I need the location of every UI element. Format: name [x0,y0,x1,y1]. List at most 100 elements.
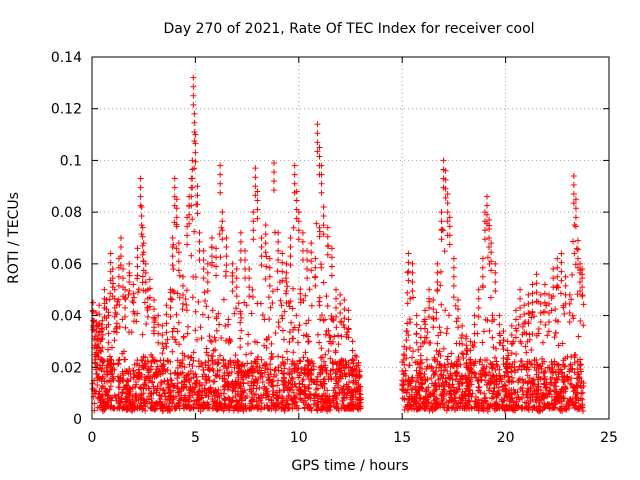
peak-point [252,174,259,181]
data-point [138,357,145,364]
peak-point [446,241,453,248]
data-point [111,366,118,373]
peak-point [111,286,118,293]
data-point [437,282,444,289]
peak-point [146,294,153,301]
peak-point [455,315,462,322]
peak-point [262,240,269,247]
data-point [342,365,349,372]
data-point [103,364,110,371]
peak-point [130,281,137,288]
data-point [297,358,304,365]
data-point [153,405,160,412]
data-point [300,354,307,361]
data-point [250,363,257,370]
peak-point [159,331,166,338]
data-point [237,319,244,326]
axis-ticks [91,56,610,420]
peak-point [572,205,579,212]
data-point [428,375,435,382]
peak-point [146,285,153,292]
data-point [566,397,573,404]
data-point [285,300,292,307]
peak-point [175,249,182,256]
data-point [241,370,248,377]
data-point [188,375,195,382]
peak-point [130,290,137,297]
data-point [421,371,428,378]
peak-point [191,119,198,126]
peak-point [99,344,106,351]
peak-point [287,244,294,251]
data-point [189,216,196,223]
data-point [145,369,152,376]
data-point [555,362,562,369]
data-point [533,332,540,339]
peak-point [486,235,493,241]
data-point [216,321,223,328]
data-point [571,250,578,257]
data-point [488,394,495,401]
data-point [294,369,301,376]
data-point [403,390,410,397]
peak-point [413,339,420,346]
data-point [552,329,559,336]
x-tick-label: 10 [290,430,308,446]
data-point [203,377,210,384]
peak-point [353,372,360,379]
peak-point [324,251,331,258]
data-point [436,348,443,355]
data-point [211,378,218,385]
data-point [208,357,215,364]
data-point [193,378,200,385]
data-point [575,371,582,378]
data-point [434,402,441,409]
data-point [448,384,455,391]
data-point [415,346,422,353]
peak-point [426,313,433,320]
peak-point [349,338,356,345]
peak-point [126,278,133,285]
data-point [254,353,261,360]
peak-point [95,322,102,329]
data-point [513,404,520,411]
peak-point [122,286,129,293]
peak-point [558,277,565,284]
peak-point [550,293,557,300]
data-point [488,375,495,382]
data-point [199,311,206,318]
data-point [158,393,165,400]
peak-point [266,273,273,280]
data-point [530,313,537,320]
data-point [295,387,302,394]
data-point [108,344,115,351]
peak-point [570,200,577,207]
data-point [537,387,544,394]
data-point [266,376,273,383]
peak-point [421,307,428,314]
peak-point [130,308,137,315]
data-point [116,404,123,411]
peak-point [138,203,145,210]
data-point [405,332,412,339]
data-point [98,325,105,332]
peak-point [142,260,149,267]
data-point [354,402,361,409]
peak-point [94,352,101,359]
peak-point [151,315,158,322]
peak-point [450,264,457,271]
data-point [157,371,164,378]
data-point [463,374,470,381]
data-point [106,386,113,393]
data-point [106,353,113,360]
data-point [163,343,170,350]
data-point [484,408,491,415]
data-point [288,374,295,381]
data-point [305,362,312,369]
peak-point [434,288,441,295]
data-point [521,363,528,370]
peak-point [189,175,196,182]
data-point [162,368,169,375]
data-point [202,298,209,305]
data-point [275,377,282,384]
